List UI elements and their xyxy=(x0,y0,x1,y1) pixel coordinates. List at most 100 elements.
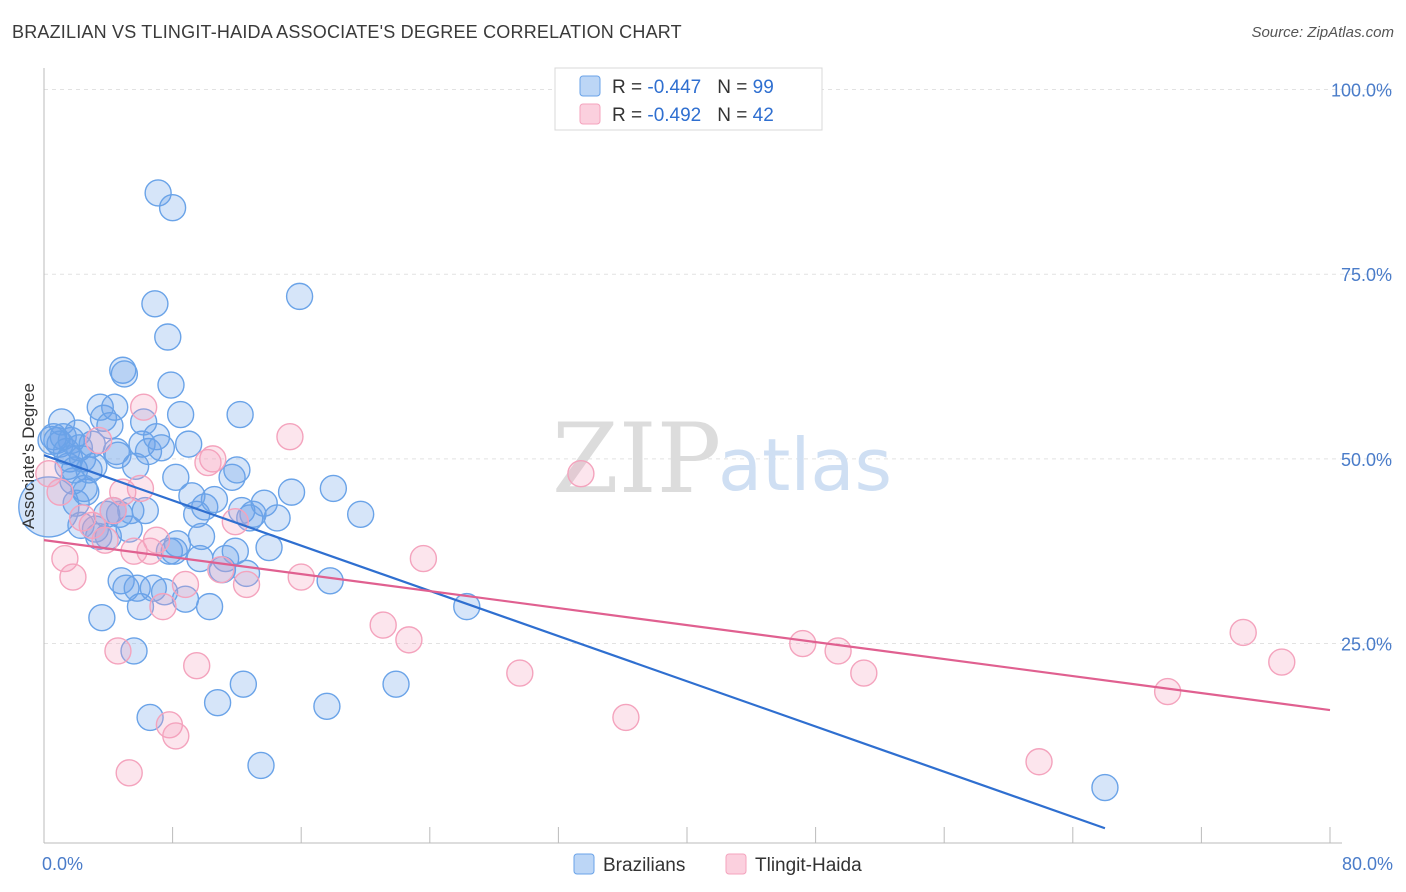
tlingit-haida-point xyxy=(1268,648,1296,676)
brazilians-point xyxy=(150,578,179,606)
brazilians-point xyxy=(120,637,148,665)
tlingit-haida-point xyxy=(142,526,171,554)
tlingit-haida-point xyxy=(232,570,261,599)
tlingit-haida-point xyxy=(850,659,878,687)
brazilians-point xyxy=(1091,773,1119,802)
legend-n-label: N = xyxy=(717,105,752,126)
brazilians-point xyxy=(319,474,348,503)
tlingit-haida-point xyxy=(567,459,595,488)
tlingit-haida-point xyxy=(183,652,211,680)
watermark: ZIP atlas xyxy=(552,403,892,515)
tlingit-haida-point xyxy=(276,423,304,451)
y-tick-label: 75.0% xyxy=(1341,265,1392,285)
tlingit-haida-point xyxy=(287,563,315,591)
tlingit-haida-point xyxy=(1153,677,1182,706)
trend-lines xyxy=(43,454,1331,830)
legend-n-value: 99 xyxy=(753,77,774,98)
brazilians-point xyxy=(187,522,216,551)
brazilians-point xyxy=(221,537,249,565)
brazilians-point xyxy=(277,478,306,506)
tlingit-haida-point xyxy=(46,478,74,506)
tlingit-haida-point xyxy=(369,611,397,639)
tlingit-haida-point xyxy=(149,592,177,621)
tlingit-haida-trend-line xyxy=(43,539,1331,712)
brazilians-point xyxy=(107,567,135,595)
tlingit-haida-point xyxy=(51,544,79,573)
tlingit-haida-point xyxy=(506,659,534,687)
series-legend-swatch-brazilians xyxy=(573,853,595,875)
brazilians-point xyxy=(62,489,90,517)
legend-row-brazilians: R = -0.447 N = 99 xyxy=(612,77,774,98)
brazilians-point xyxy=(96,411,124,440)
brazilians-point xyxy=(247,751,275,780)
series-legend-label-brazilians: Brazilians xyxy=(603,855,685,876)
legend-n-value: 42 xyxy=(753,105,774,126)
tlingit-haida-point xyxy=(171,570,200,599)
brazilians-point xyxy=(174,430,203,458)
legend-n-label: N = xyxy=(717,77,752,98)
tlingit-haida-point xyxy=(115,759,143,787)
brazilians-point xyxy=(147,434,176,462)
watermark-zip: ZIP xyxy=(552,403,721,515)
tlingit-haida-point xyxy=(409,544,438,573)
brazilians-point xyxy=(154,323,182,351)
brazilians-point xyxy=(178,482,206,510)
tlingit-haida-point xyxy=(129,393,158,421)
y-tick-label: 100.0% xyxy=(1331,81,1392,101)
tlingit-haida-point xyxy=(789,629,817,658)
tlingit-haida-point xyxy=(395,626,423,654)
series-legend-swatch-tlingit-haida xyxy=(725,853,747,875)
brazilians-point xyxy=(223,456,251,484)
brazilians-point xyxy=(171,585,200,613)
brazilians-point xyxy=(112,574,140,602)
brazilians-point xyxy=(239,500,267,528)
brazilians-point xyxy=(80,452,108,480)
brazilians-point xyxy=(316,567,344,595)
brazilians-point xyxy=(110,360,139,388)
brazilians-point xyxy=(453,592,481,621)
brazilians-point xyxy=(200,485,229,514)
tlingit-haida-point xyxy=(207,555,235,584)
legend-r-label: R = xyxy=(612,105,647,126)
brazilians-point xyxy=(285,282,314,311)
watermark-atlas: atlas xyxy=(718,423,892,507)
brazilians-point xyxy=(129,408,158,436)
y-axis-label: Associate's Degree xyxy=(19,383,38,529)
brazilians-point xyxy=(195,592,224,621)
brazilians-point xyxy=(104,441,132,469)
legend-swatch-tlingit-haida xyxy=(579,103,601,125)
brazilians-point xyxy=(313,692,341,721)
series-legend-label-tlingit-haida: Tlingit-Haida xyxy=(755,855,862,876)
brazilians-point xyxy=(346,500,375,528)
brazilians-point xyxy=(101,393,129,421)
tlingit-haida-point xyxy=(1229,618,1257,647)
brazilians-point xyxy=(226,400,254,429)
tlingit-haida-point xyxy=(104,637,132,665)
chart-source: Source: ZipAtlas.com xyxy=(1251,24,1394,41)
tlingit-haida-point xyxy=(59,563,87,591)
y-tick-label: 50.0% xyxy=(1341,450,1392,470)
brazilians-point xyxy=(218,463,246,492)
tlingit-haida-point xyxy=(199,445,227,473)
tlingit-haida-point xyxy=(194,448,222,477)
brazilians-point xyxy=(263,504,291,532)
brazilians-point xyxy=(88,604,116,632)
brazilians-point xyxy=(18,476,80,538)
brazilians-point xyxy=(144,179,172,207)
legend-r-value: -0.492 xyxy=(647,105,701,126)
legend-swatch-brazilians xyxy=(579,75,601,97)
chart-title: BRAZILIAN VS TLINGIT-HAIDA ASSOCIATE'S D… xyxy=(12,22,682,42)
tlingit-haida-point xyxy=(612,703,640,732)
brazilians-point xyxy=(64,419,92,447)
brazilians-point xyxy=(166,400,195,429)
tlingit-haida-point xyxy=(162,722,190,750)
y-tick-label: 25.0% xyxy=(1341,635,1392,655)
tlingit-haida-point xyxy=(84,426,113,455)
tlingit-haida-point xyxy=(1025,748,1053,776)
tlingit-haida-point xyxy=(824,637,852,665)
brazilians-point xyxy=(158,194,187,222)
tick-labels: 100.0% 75.0% 50.0% 25.0% 0.0% 80.0% xyxy=(42,81,1393,874)
legend: R = -0.447 N = 99 R = -0.492 N = 42 xyxy=(554,67,823,131)
x-tick-label: 0.0% xyxy=(42,854,83,874)
